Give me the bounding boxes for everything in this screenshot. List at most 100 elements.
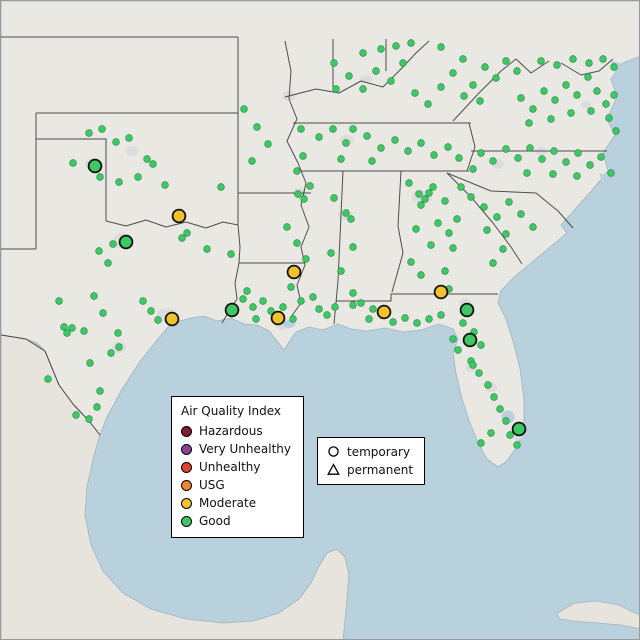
station-dot-good bbox=[469, 81, 477, 89]
station-dot-good bbox=[349, 243, 357, 251]
station-dot-good bbox=[297, 297, 305, 305]
station-dot-good bbox=[517, 210, 525, 218]
legend-item-label: temporary bbox=[347, 444, 411, 459]
station-dot-good bbox=[363, 132, 371, 140]
station-dot-good bbox=[483, 226, 491, 234]
station-marker-good bbox=[462, 332, 478, 348]
station-dot-good bbox=[610, 63, 618, 71]
station-dot-good bbox=[293, 167, 301, 175]
station-dot-good bbox=[217, 183, 225, 191]
station-dot-good bbox=[359, 49, 367, 57]
station-dot-good bbox=[437, 43, 445, 51]
station-dot-good bbox=[85, 129, 93, 137]
station-dot-good bbox=[365, 315, 373, 323]
station-dot-good bbox=[499, 245, 507, 253]
station-dot-good bbox=[359, 85, 367, 93]
station-dot-good bbox=[342, 209, 350, 217]
large-station-markers bbox=[87, 158, 527, 437]
station-dot-good bbox=[454, 346, 462, 354]
station-dot-good bbox=[449, 69, 457, 77]
station-marker-moderate bbox=[286, 264, 302, 280]
station-dot-good bbox=[404, 147, 412, 155]
legend-item-temporary: temporary bbox=[327, 445, 413, 458]
station-dot-good bbox=[252, 315, 260, 323]
station-dot-good bbox=[139, 297, 147, 305]
station-dot-good bbox=[315, 305, 323, 313]
station-dot-good bbox=[569, 55, 577, 63]
station-dot-good bbox=[517, 94, 525, 102]
station-dot-good bbox=[259, 297, 267, 305]
station-dot-good bbox=[427, 241, 435, 249]
us-landmass bbox=[1, 1, 639, 468]
station-dot-good bbox=[85, 415, 93, 423]
station-dot-good bbox=[327, 249, 335, 257]
station-dot-good bbox=[389, 318, 397, 326]
station-dot-good bbox=[469, 165, 477, 173]
station-dot-good bbox=[44, 375, 52, 383]
station-dot-good bbox=[337, 267, 345, 275]
station-marker-good bbox=[511, 421, 527, 437]
station-dot-good bbox=[540, 87, 548, 95]
station-dot-good bbox=[377, 45, 385, 53]
station-dot-good bbox=[502, 145, 510, 153]
aqi-legend-title: Air Quality Index bbox=[181, 404, 282, 418]
station-dot-good bbox=[98, 125, 106, 133]
station-dot-good bbox=[331, 303, 339, 311]
legend-item-hazardous: Hazardous bbox=[181, 425, 291, 437]
station-dot-good bbox=[107, 349, 115, 357]
station-dot-good bbox=[573, 91, 581, 99]
station-dot-good bbox=[585, 59, 593, 67]
station-dot-good bbox=[337, 155, 345, 163]
small-station-dots bbox=[44, 39, 620, 449]
station-dot-good bbox=[553, 61, 561, 69]
station-dot-good bbox=[90, 292, 98, 300]
station-dot-good bbox=[489, 259, 497, 267]
station-dot-good bbox=[514, 154, 522, 162]
station-dot-good bbox=[372, 67, 380, 75]
station-dot-good bbox=[437, 83, 445, 91]
station-dot-good bbox=[441, 197, 449, 205]
station-dot-good bbox=[154, 316, 162, 324]
station-dot-good bbox=[562, 81, 570, 89]
usg-swatch-icon bbox=[181, 479, 192, 491]
station-dot-good bbox=[455, 154, 463, 162]
station-marker-good bbox=[459, 302, 475, 318]
unhealthy-swatch-icon bbox=[181, 461, 192, 473]
station-dot-good bbox=[453, 215, 461, 223]
station-marker-moderate bbox=[270, 310, 286, 326]
station-dot-good bbox=[147, 307, 155, 315]
station-dot-good bbox=[505, 198, 513, 206]
station-dot-good bbox=[161, 181, 169, 189]
station-dot-good bbox=[415, 190, 423, 198]
station-dot-good bbox=[502, 230, 510, 238]
station-dot-good bbox=[80, 327, 88, 335]
marker-type-legend: temporary permanent bbox=[317, 437, 426, 485]
station-dot-good bbox=[392, 42, 400, 50]
very-unhealthy-swatch-icon bbox=[181, 443, 192, 455]
station-dot-good bbox=[342, 139, 350, 147]
station-marker-moderate bbox=[164, 311, 180, 327]
station-dot-good bbox=[475, 369, 483, 377]
station-dot-good bbox=[513, 441, 521, 449]
station-dot-good bbox=[109, 240, 117, 248]
legend-item-moderate: Moderate bbox=[181, 497, 291, 509]
station-dot-good bbox=[178, 234, 186, 242]
station-dot-good bbox=[467, 193, 475, 201]
station-dot-good bbox=[267, 307, 275, 315]
station-dot-good bbox=[315, 133, 323, 141]
station-dot-good bbox=[330, 59, 338, 67]
station-dot-good bbox=[143, 155, 151, 163]
station-dot-good bbox=[299, 152, 307, 160]
station-dot-good bbox=[349, 125, 357, 133]
station-dot-good bbox=[115, 178, 123, 186]
station-dot-good bbox=[227, 250, 235, 258]
station-dot-good bbox=[489, 157, 497, 165]
station-dot-good bbox=[99, 309, 107, 317]
station-dot-good bbox=[300, 195, 308, 203]
station-dot-good bbox=[72, 411, 80, 419]
station-dot-good bbox=[417, 139, 425, 147]
legend-item-label: Moderate bbox=[199, 496, 257, 510]
station-dot-good bbox=[368, 157, 376, 165]
station-dot-good bbox=[323, 311, 331, 319]
